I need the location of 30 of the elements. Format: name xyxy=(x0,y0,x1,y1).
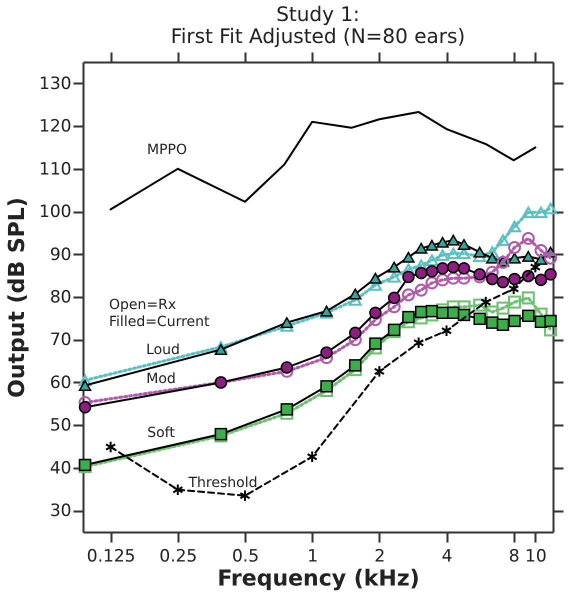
y-tick-label: 90 xyxy=(50,244,72,265)
x-tick-label: 0.25 xyxy=(159,546,198,566)
x-tick-label: 8 xyxy=(508,546,520,566)
annotation: Threshold xyxy=(188,475,258,491)
x-tick-label: 0.5 xyxy=(232,546,260,566)
y-axis-title: Output (dB SPL) xyxy=(5,197,30,398)
annotation: MPPO xyxy=(147,142,187,158)
x-tick-label: 2 xyxy=(374,546,386,566)
annotation: Loud xyxy=(146,342,180,358)
annotation: Filled=Current xyxy=(109,314,210,330)
y-tick-label: 70 xyxy=(50,330,72,350)
y-tick-label: 80 xyxy=(50,288,72,308)
annotation: Open=Rx xyxy=(109,297,176,313)
y-tick-label: 30 xyxy=(50,501,72,522)
y-tick-label: 60 xyxy=(50,372,72,393)
y-tick-label: 100 xyxy=(39,202,72,222)
y-tick-label: 40 xyxy=(50,458,72,478)
chart-subtitle: First Fit Adjusted (N=80 ears) xyxy=(170,24,466,48)
y-tick-label: 110 xyxy=(39,159,72,180)
y-tick-label: 50 xyxy=(50,416,72,436)
annotation: Soft xyxy=(147,425,176,441)
x-tick-label: 10 xyxy=(525,546,547,566)
x-tick-label: 1 xyxy=(307,546,318,566)
y-tick-label: 120 xyxy=(39,116,72,137)
x-tick-label: 4 xyxy=(442,546,452,566)
x-axis-title: Frequency (kHz) xyxy=(217,566,420,592)
x-tick-label: 0.125 xyxy=(86,546,136,566)
y-tick-label: 130 xyxy=(39,74,72,94)
annotation: Mod xyxy=(146,371,176,387)
chart-title: Study 1: xyxy=(276,2,360,26)
